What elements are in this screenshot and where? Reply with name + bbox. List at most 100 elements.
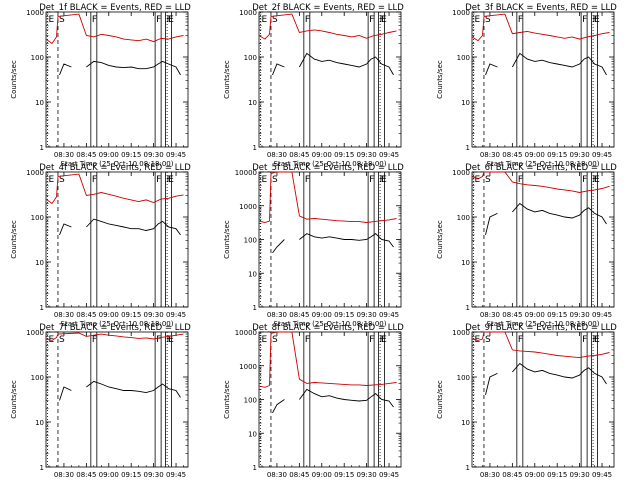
x-tick-label: 09:45 <box>592 311 612 319</box>
chart-panel-9: Det_9f BLACK = Events, RED = LLD 1 10 100 10… <box>436 323 617 484</box>
y-tick-label: 100 <box>457 214 470 222</box>
y-tick-label: 10 <box>248 430 257 438</box>
flag-label: F <box>92 175 97 185</box>
flag-label: S <box>485 335 491 345</box>
y-tick-label: 1000 <box>26 329 44 337</box>
series-lld-line <box>45 173 184 205</box>
y-tick-label: 1000 <box>452 9 470 17</box>
x-axis-label: Start Time (25-Oct-10 08:18:00) <box>61 160 174 168</box>
series-lld-line <box>258 171 397 223</box>
y-axis-label: Counts/sec <box>10 380 18 419</box>
x-axis-label: Start Time (25-Oct-10 08:18:00) <box>61 320 174 328</box>
flag-label: E <box>48 175 54 185</box>
chart-title: Det_6f BLACK = Events, RED = LLD <box>465 163 617 173</box>
flag-label: S <box>272 335 278 345</box>
chart-title: Det_4f BLACK = Events, RED = LLD <box>39 163 191 173</box>
x-tick-label: 09:45 <box>166 311 186 319</box>
y-tick-label: 10000 <box>235 169 257 177</box>
series-events-line <box>272 52 394 76</box>
x-tick-label: 09:30 <box>570 311 590 319</box>
x-tick-label: 09:45 <box>379 311 399 319</box>
flag-label: F <box>369 335 374 345</box>
y-tick-label: 1 <box>466 304 470 312</box>
y-tick-label: 100 <box>31 54 44 62</box>
flag-label: F <box>582 335 587 345</box>
chart-title: Det_8f BLACK = Events, RED = LLD <box>252 323 404 333</box>
chart-panel-2: Det_2f BLACK = Events, RED = LLD 1 10 100 10… <box>223 3 404 168</box>
y-tick-label: 1 <box>40 144 44 152</box>
x-tick-label: 09:00 <box>525 151 545 159</box>
x-tick-label: 09:15 <box>334 151 354 159</box>
y-tick-label: 10 <box>35 259 44 267</box>
flag-label: F <box>92 15 97 25</box>
flag-label: F <box>305 15 310 25</box>
y-axis-label: Counts/sec <box>436 220 444 259</box>
y-tick-label: 10000 <box>235 329 257 337</box>
flag-label: S <box>59 15 65 25</box>
y-axis-label: Counts/sec <box>10 220 18 259</box>
x-tick-label: 09:45 <box>166 471 186 479</box>
x-tick-label: 08:45 <box>289 471 309 479</box>
x-tick-label: 08:30 <box>267 471 287 479</box>
x-tick-label: 09:00 <box>312 311 332 319</box>
chart-title: Det_3f BLACK = Events, RED = LLD <box>465 3 617 13</box>
x-tick-label: 09:00 <box>312 471 332 479</box>
flag-label: F <box>593 175 598 185</box>
flag-label: F <box>518 335 523 345</box>
flag-label: F <box>167 15 172 25</box>
x-tick-label: 09:45 <box>166 151 186 159</box>
chart-panel-5: Det_5f BLACK = Events, RED = LLD 1 10 100 10… <box>223 163 404 328</box>
flag-label: E <box>261 15 267 25</box>
x-tick-label: 09:15 <box>547 311 567 319</box>
x-tick-label: 09:30 <box>144 471 164 479</box>
y-axis-label: Counts/sec <box>10 60 18 99</box>
flag-label: F <box>369 15 374 25</box>
series-events-line <box>59 380 181 401</box>
y-tick-label: 10 <box>461 419 470 427</box>
x-tick-label: 08:45 <box>76 471 96 479</box>
y-tick-label: 1000 <box>239 9 257 17</box>
plot-frame <box>471 331 615 468</box>
x-tick-label: 08:30 <box>267 311 287 319</box>
y-tick-label: 1 <box>253 304 257 312</box>
x-axis-label: Start Time (25-Oct-10 08:18:00) <box>274 160 387 168</box>
y-tick-label: 10 <box>461 259 470 267</box>
x-tick-label: 09:45 <box>379 151 399 159</box>
x-tick-label: 09:30 <box>570 151 590 159</box>
series-lld-line <box>471 13 610 42</box>
chart-title: Det_1f BLACK = Events, RED = LLD <box>39 3 191 13</box>
series-lld-line <box>471 331 610 359</box>
x-tick-label: 09:45 <box>379 471 399 479</box>
y-tick-label: 100 <box>457 54 470 62</box>
x-tick-label: 09:00 <box>525 311 545 319</box>
x-tick-label: 09:00 <box>99 471 119 479</box>
y-tick-label: 100 <box>31 214 44 222</box>
flag-label: F <box>305 335 310 345</box>
series-lld-line <box>258 331 397 388</box>
x-tick-label: 09:15 <box>547 471 567 479</box>
y-tick-label: 100 <box>457 374 470 382</box>
x-tick-label: 08:45 <box>502 151 522 159</box>
y-tick-label: 10 <box>248 99 257 107</box>
y-tick-label: 1000 <box>452 329 470 337</box>
flag-label: E <box>261 335 267 345</box>
y-tick-label: 100 <box>244 237 257 245</box>
flag-label: F <box>156 15 161 25</box>
y-tick-label: 10 <box>35 99 44 107</box>
flag-label: E <box>168 175 174 185</box>
x-tick-label: 08:30 <box>480 311 500 319</box>
series-lld-line <box>45 332 184 341</box>
y-tick-label: 10 <box>248 270 257 278</box>
flag-label: F <box>593 335 598 345</box>
series-lld-line <box>45 13 184 45</box>
y-tick-label: 10 <box>461 99 470 107</box>
chart-title: Det_5f BLACK = Events, RED = LLD <box>252 163 404 173</box>
y-tick-label: 100 <box>244 397 257 405</box>
x-tick-label: 09:45 <box>592 151 612 159</box>
flag-label: F <box>369 175 374 185</box>
flag-label: F <box>518 15 523 25</box>
plot-frame <box>45 11 189 148</box>
flag-label: S <box>59 335 65 345</box>
flag-label: E <box>381 15 387 25</box>
x-tick-label: 09:00 <box>312 151 332 159</box>
